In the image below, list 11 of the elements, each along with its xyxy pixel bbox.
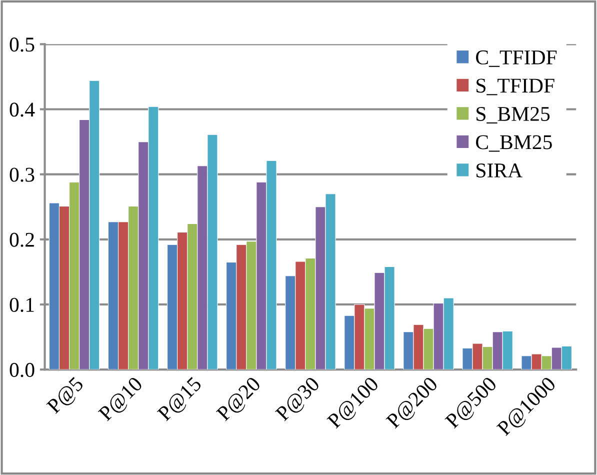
legend-label: S_BM25 [476, 106, 550, 124]
y-tick-label: 0.5 [10, 38, 34, 52]
legend-label: SIRA [476, 164, 522, 178]
legend-label: S_TFIDF [476, 78, 554, 96]
y-tick-label: 0.2 [10, 232, 34, 247]
y-tick-label: 0.0 [10, 362, 34, 378]
y-tick-label: 0.4 [10, 102, 35, 117]
legend-label: C_BM25 [476, 135, 552, 152]
legend-label: C_TFIDF [476, 50, 557, 67]
y-tick-label: 0.3 [10, 168, 34, 182]
y-tick-label: 0.1 [10, 298, 34, 312]
